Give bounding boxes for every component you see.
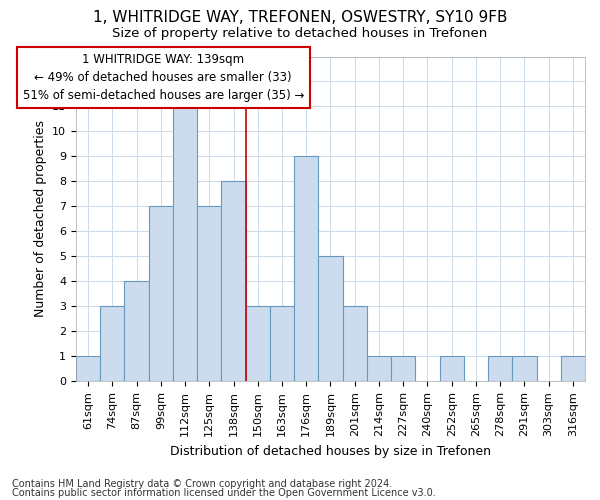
Text: Contains public sector information licensed under the Open Government Licence v3: Contains public sector information licen… — [12, 488, 436, 498]
Text: Size of property relative to detached houses in Trefonen: Size of property relative to detached ho… — [112, 28, 488, 40]
Bar — [488, 356, 512, 382]
Bar — [512, 356, 536, 382]
Y-axis label: Number of detached properties: Number of detached properties — [34, 120, 47, 318]
Bar — [197, 206, 221, 382]
Bar — [343, 306, 367, 382]
Bar — [76, 356, 100, 382]
Bar — [245, 306, 270, 382]
Bar — [319, 256, 343, 382]
Bar — [391, 356, 415, 382]
Bar — [270, 306, 294, 382]
Bar — [294, 156, 319, 382]
Text: 1 WHITRIDGE WAY: 139sqm
← 49% of detached houses are smaller (33)
51% of semi-de: 1 WHITRIDGE WAY: 139sqm ← 49% of detache… — [23, 53, 304, 102]
Text: Contains HM Land Registry data © Crown copyright and database right 2024.: Contains HM Land Registry data © Crown c… — [12, 479, 392, 489]
Text: 1, WHITRIDGE WAY, TREFONEN, OSWESTRY, SY10 9FB: 1, WHITRIDGE WAY, TREFONEN, OSWESTRY, SY… — [93, 10, 507, 25]
Bar — [440, 356, 464, 382]
Bar — [173, 106, 197, 382]
Bar — [221, 182, 245, 382]
Bar — [367, 356, 391, 382]
Bar — [149, 206, 173, 382]
X-axis label: Distribution of detached houses by size in Trefonen: Distribution of detached houses by size … — [170, 444, 491, 458]
Bar — [100, 306, 124, 382]
Bar — [561, 356, 585, 382]
Bar — [124, 282, 149, 382]
